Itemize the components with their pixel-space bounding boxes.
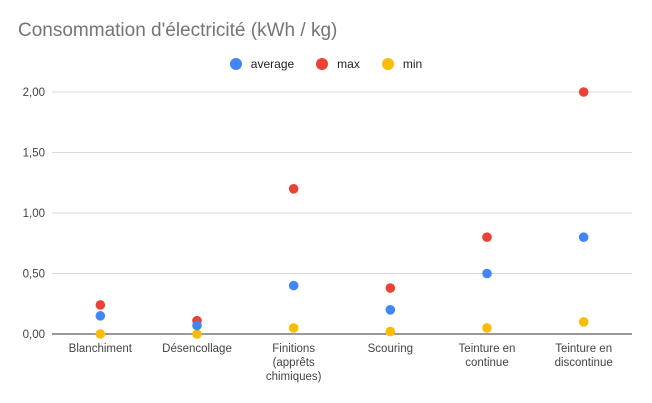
y-tick-label: 1,50: [23, 148, 45, 160]
legend-marker-average: [229, 58, 242, 70]
data-point-min: [192, 329, 202, 339]
legend-marker-min: [381, 58, 394, 70]
legend-label-max: max: [337, 57, 360, 71]
x-tick-label: Finitions (apprêts chimiques): [266, 343, 322, 383]
data-point-average: [385, 305, 396, 315]
x-tick-label: Blanchiment: [69, 343, 133, 355]
data-point-min: [578, 317, 589, 327]
x-tick-label: Teinture en continue: [459, 343, 516, 369]
y-tick-label: 1,00: [23, 208, 45, 220]
data-point-max: [288, 184, 299, 194]
data-point-max: [95, 300, 106, 310]
data-point-max: [385, 283, 396, 293]
legend: average max min: [0, 57, 652, 71]
data-point-min: [385, 326, 396, 337]
x-tick-label: Désencollage: [162, 343, 232, 355]
legend-item-max: max: [316, 57, 360, 71]
data-point-max: [482, 232, 492, 242]
data-point-average: [288, 280, 299, 291]
data-point-average: [578, 232, 589, 242]
x-tick-label: Scouring: [368, 343, 413, 355]
data-point-max: [578, 87, 589, 97]
data-point-average: [192, 320, 202, 331]
y-tick-label: 0,00: [23, 329, 45, 341]
legend-marker-max: [316, 58, 329, 70]
legend-label-min: min: [402, 57, 423, 71]
data-point-min: [95, 329, 106, 339]
data-point-min: [482, 323, 492, 333]
x-tick-label: Teinture en discontinue: [555, 343, 613, 369]
legend-item-min: min: [381, 57, 423, 71]
chart-title: Consommation d'électricité (kWh / kg): [18, 20, 338, 41]
data-point-average: [95, 311, 106, 321]
legend-label-average: average: [250, 57, 295, 71]
data-point-average: [482, 268, 492, 279]
y-tick-label: 2,00: [23, 87, 45, 99]
legend-item-average: average: [229, 57, 295, 71]
y-tick-label: 0,50: [23, 269, 45, 281]
data-point-min: [288, 323, 299, 333]
